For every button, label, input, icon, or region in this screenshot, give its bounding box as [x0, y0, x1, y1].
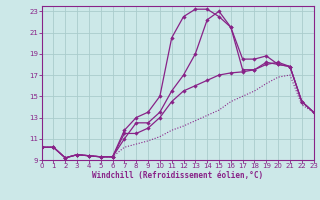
X-axis label: Windchill (Refroidissement éolien,°C): Windchill (Refroidissement éolien,°C) [92, 171, 263, 180]
